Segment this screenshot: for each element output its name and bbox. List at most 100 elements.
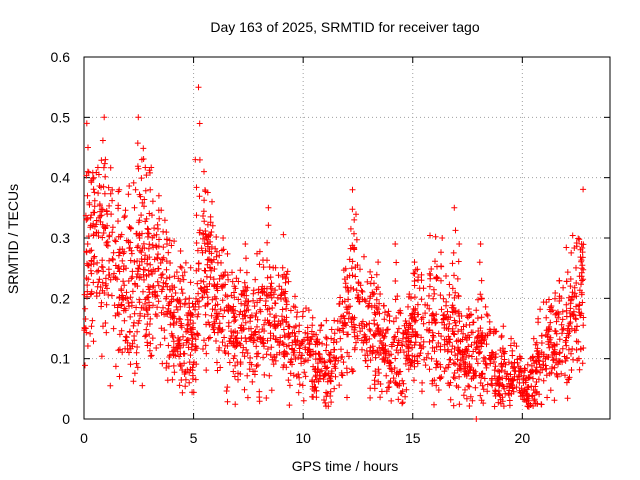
data-point [253, 353, 260, 360]
data-point [376, 370, 382, 376]
data-point [157, 341, 164, 348]
data-point [235, 370, 241, 377]
y-axis-label: SRMTID / TECUs [5, 184, 21, 294]
data-point [138, 249, 145, 256]
data-point [243, 338, 250, 345]
data-point [569, 232, 576, 239]
data-point [88, 247, 95, 254]
data-point [116, 246, 123, 253]
data-point [280, 341, 287, 348]
data-point [277, 334, 284, 341]
data-point [445, 333, 452, 340]
data-point [364, 278, 371, 285]
data-point [149, 198, 156, 205]
data-point [219, 297, 226, 304]
data-point [351, 244, 358, 251]
data-point [376, 351, 382, 358]
data-point [89, 317, 96, 324]
data-point [169, 286, 176, 293]
data-point [122, 207, 129, 214]
data-point [100, 268, 107, 275]
data-point [386, 313, 393, 320]
data-point [340, 329, 347, 336]
data-point [83, 329, 90, 336]
data-point [91, 253, 98, 260]
data-point [546, 336, 553, 343]
data-point [234, 330, 241, 336]
data-point [301, 358, 308, 365]
data-point [448, 304, 455, 311]
data-point [576, 366, 583, 373]
data-point [149, 242, 156, 249]
data-point [139, 230, 145, 237]
data-point [264, 257, 270, 264]
data-point [187, 352, 194, 359]
data-point [225, 276, 232, 283]
data-point [131, 337, 138, 344]
data-point [511, 359, 518, 366]
data-point [388, 341, 395, 348]
data-point [171, 238, 178, 245]
data-point [510, 388, 517, 395]
data-point [524, 361, 531, 368]
data-point [399, 400, 406, 407]
data-point [369, 350, 376, 357]
data-point [361, 334, 368, 341]
data-point [142, 333, 149, 340]
data-point [237, 359, 244, 366]
data-point [102, 320, 109, 326]
data-point [366, 300, 373, 307]
data-point [267, 274, 274, 281]
data-point [177, 316, 184, 323]
data-point [97, 218, 104, 225]
data-point [296, 322, 303, 329]
data-point [438, 374, 445, 380]
data-point [400, 329, 406, 336]
data-point [242, 334, 249, 341]
data-point [98, 353, 105, 360]
data-point [544, 394, 551, 401]
data-point [240, 287, 247, 294]
data-point [203, 367, 210, 374]
data-point [435, 340, 442, 346]
data-point [349, 368, 356, 375]
data-point [328, 370, 335, 377]
data-point [121, 282, 128, 289]
data-point [205, 300, 212, 307]
data-point [136, 262, 143, 269]
data-point [132, 186, 139, 193]
data-point [434, 361, 441, 368]
data-point [500, 403, 507, 410]
data-point [498, 367, 505, 374]
data-point [573, 346, 580, 353]
data-point [195, 311, 202, 318]
data-point [372, 354, 379, 361]
data-point [479, 370, 486, 377]
data-point [242, 241, 249, 247]
data-point [309, 322, 316, 329]
data-point [86, 201, 93, 208]
data-point [563, 342, 570, 349]
data-point [444, 308, 451, 315]
data-point [431, 317, 438, 324]
data-point [100, 323, 106, 330]
data-point [99, 287, 106, 294]
data-point [256, 248, 263, 255]
data-point [167, 260, 174, 266]
data-point [447, 379, 454, 386]
data-point [84, 241, 91, 247]
data-point [364, 352, 371, 359]
data-point [362, 298, 369, 305]
data-point [529, 353, 536, 360]
data-point [164, 377, 171, 384]
data-point [221, 334, 228, 341]
data-point [111, 270, 117, 277]
data-point [352, 344, 358, 351]
data-point [394, 342, 401, 349]
data-point [426, 292, 432, 299]
data-point [537, 369, 544, 376]
data-point [563, 379, 570, 386]
data-point [286, 382, 293, 389]
data-point [563, 307, 570, 314]
data-point [446, 336, 453, 343]
